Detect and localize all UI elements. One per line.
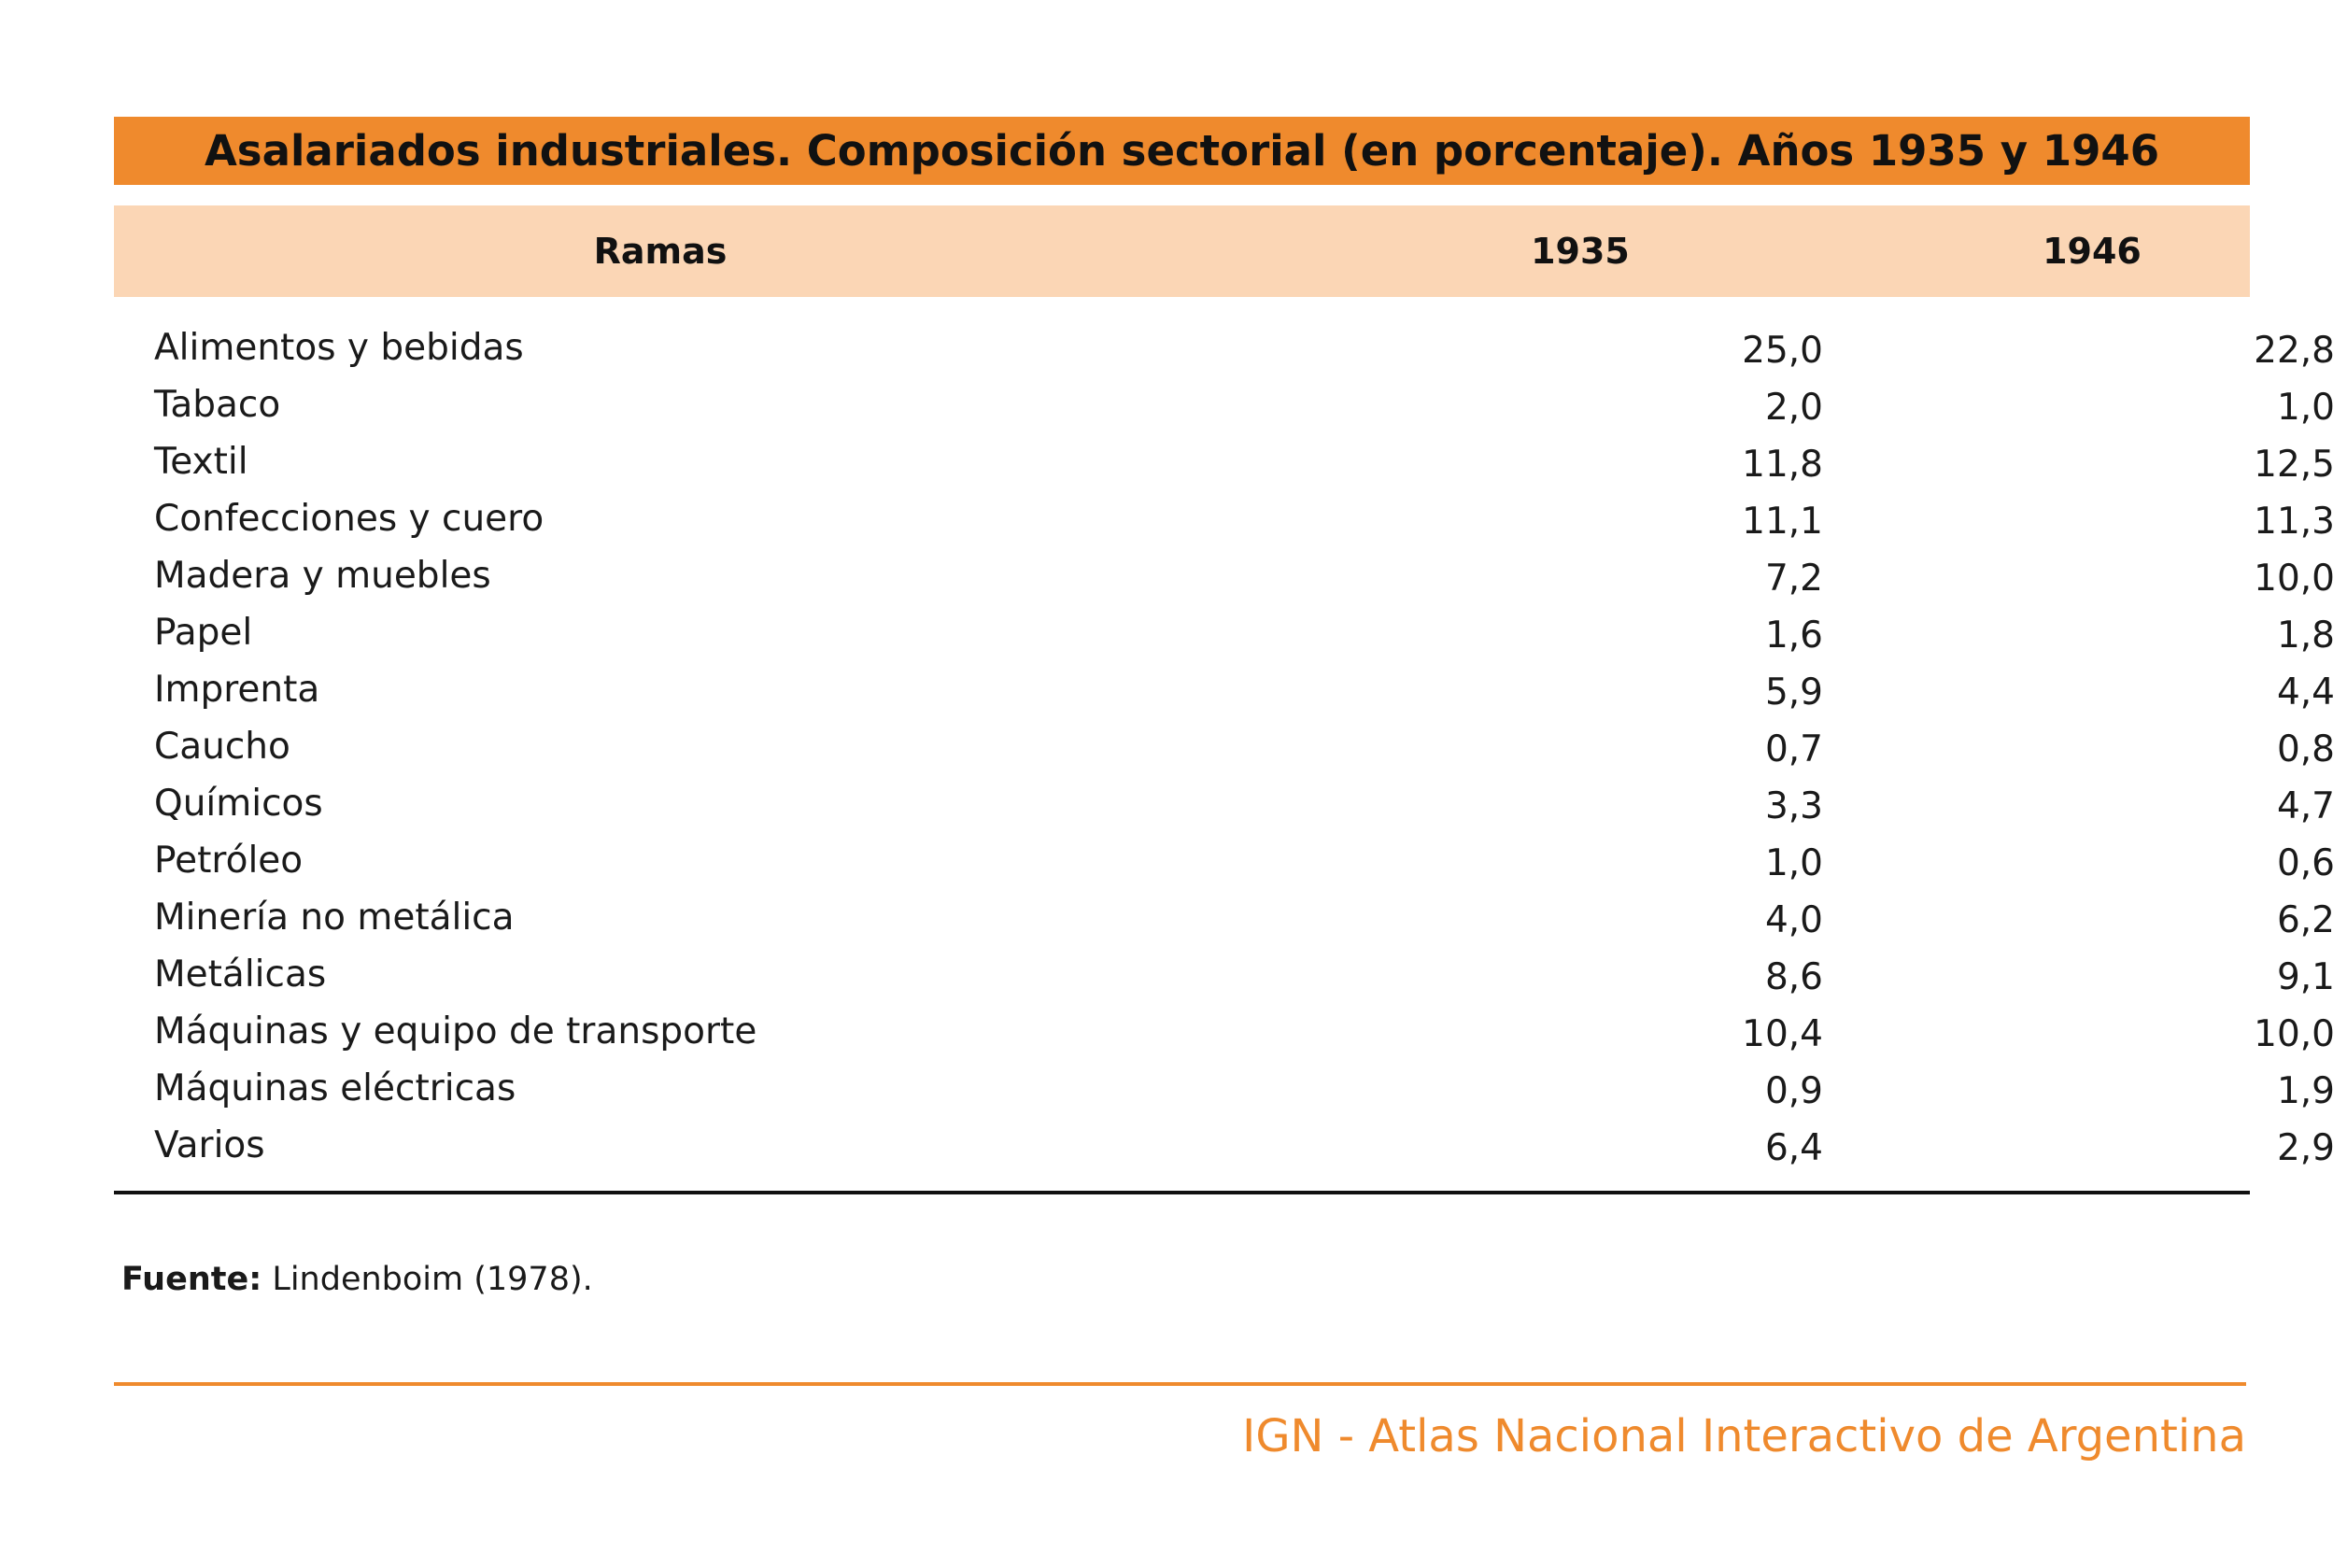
value-1935: 8,6 bbox=[1764, 956, 1823, 998]
column-header-ramas: Ramas bbox=[593, 231, 728, 272]
table-row: Petróleo 1,0 0,6 bbox=[114, 832, 2335, 889]
value-1935: 3,3 bbox=[1764, 785, 1823, 827]
value-1946: 1,0 bbox=[2276, 387, 2335, 429]
value-1935: 25,0 bbox=[1742, 330, 1823, 372]
value-1935: 0,9 bbox=[1764, 1070, 1823, 1112]
value-1946: 2,9 bbox=[2276, 1127, 2335, 1169]
rama-name: Máquinas eléctricas bbox=[154, 1067, 516, 1109]
value-1946: 1,8 bbox=[2276, 614, 2335, 657]
value-1935: 7,2 bbox=[1764, 558, 1823, 600]
value-1946: 10,0 bbox=[2254, 1013, 2335, 1055]
value-1946: 0,6 bbox=[2276, 842, 2335, 884]
rama-name: Papel bbox=[154, 612, 253, 654]
source-label: Fuente: bbox=[121, 1261, 262, 1298]
value-1935: 2,0 bbox=[1764, 387, 1823, 429]
value-1946: 12,5 bbox=[2254, 444, 2335, 486]
rama-name: Petróleo bbox=[154, 840, 304, 882]
table-row: Madera y muebles 7,2 10,0 bbox=[114, 547, 2335, 604]
value-1946: 22,8 bbox=[2254, 330, 2335, 372]
table-header: Ramas 1935 1946 bbox=[114, 205, 2250, 297]
rama-name: Metálicas bbox=[154, 954, 327, 996]
table-row: Alimentos y bebidas 25,0 22,8 bbox=[114, 319, 2335, 376]
table-bottom-rule bbox=[114, 1191, 2250, 1194]
source-note: Fuente: Lindenboim (1978). bbox=[121, 1261, 593, 1298]
rama-name: Máquinas y equipo de transporte bbox=[154, 1010, 757, 1052]
value-1946: 1,9 bbox=[2276, 1070, 2335, 1112]
value-1935: 5,9 bbox=[1764, 671, 1823, 713]
value-1946: 11,3 bbox=[2254, 501, 2335, 543]
value-1935: 1,6 bbox=[1764, 614, 1823, 657]
value-1935: 10,4 bbox=[1742, 1013, 1823, 1055]
table-row: Minería no metálica 4,0 6,2 bbox=[114, 889, 2335, 946]
table-body: Alimentos y bebidas 25,0 22,8 Tabaco 2,0… bbox=[114, 319, 2335, 1174]
value-1935: 1,0 bbox=[1764, 842, 1823, 884]
table-row: Químicos 3,3 4,7 bbox=[114, 775, 2335, 832]
rama-name: Alimentos y bebidas bbox=[154, 327, 524, 369]
table-row: Confecciones y cuero 11,1 11,3 bbox=[114, 490, 2335, 547]
value-1935: 6,4 bbox=[1764, 1127, 1823, 1169]
table-row: Metálicas 8,6 9,1 bbox=[114, 946, 2335, 1003]
value-1946: 6,2 bbox=[2276, 899, 2335, 941]
rama-name: Imprenta bbox=[154, 669, 320, 711]
title-bar: Asalariados industriales. Composición se… bbox=[114, 117, 2250, 185]
table-row: Caucho 0,7 0,8 bbox=[114, 718, 2335, 775]
rama-name: Químicos bbox=[154, 783, 323, 825]
table-row: Imprenta 5,9 4,4 bbox=[114, 661, 2335, 718]
column-header-1935: 1935 bbox=[1531, 231, 1630, 272]
table-row: Máquinas y equipo de transporte 10,4 10,… bbox=[114, 1003, 2335, 1060]
rama-name: Caucho bbox=[154, 726, 290, 768]
column-header-1946: 1946 bbox=[2043, 231, 2142, 272]
footer-credit: IGN - Atlas Nacional Interactivo de Arge… bbox=[1242, 1410, 2246, 1462]
rama-name: Minería no metálica bbox=[154, 897, 515, 939]
rama-name: Tabaco bbox=[154, 384, 281, 426]
rama-name: Confecciones y cuero bbox=[154, 498, 544, 540]
value-1935: 11,1 bbox=[1742, 501, 1823, 543]
value-1946: 0,8 bbox=[2276, 728, 2335, 770]
value-1946: 10,0 bbox=[2254, 558, 2335, 600]
table-row: Tabaco 2,0 1,0 bbox=[114, 376, 2335, 433]
table-row: Textil 11,8 12,5 bbox=[114, 433, 2335, 490]
rama-name: Varios bbox=[154, 1124, 265, 1166]
value-1946: 4,7 bbox=[2276, 785, 2335, 827]
footer-divider bbox=[114, 1382, 2246, 1386]
table-row: Máquinas eléctricas 0,9 1,9 bbox=[114, 1060, 2335, 1117]
rama-name: Textil bbox=[154, 441, 248, 483]
table-row: Varios 6,4 2,9 bbox=[114, 1117, 2335, 1174]
table-title: Asalariados industriales. Composición se… bbox=[204, 126, 2160, 176]
source-text: Lindenboim (1978). bbox=[262, 1261, 593, 1298]
value-1935: 0,7 bbox=[1764, 728, 1823, 770]
rama-name: Madera y muebles bbox=[154, 555, 491, 597]
value-1946: 9,1 bbox=[2276, 956, 2335, 998]
value-1946: 4,4 bbox=[2276, 671, 2335, 713]
value-1935: 11,8 bbox=[1742, 444, 1823, 486]
table-row: Papel 1,6 1,8 bbox=[114, 604, 2335, 661]
value-1935: 4,0 bbox=[1764, 899, 1823, 941]
